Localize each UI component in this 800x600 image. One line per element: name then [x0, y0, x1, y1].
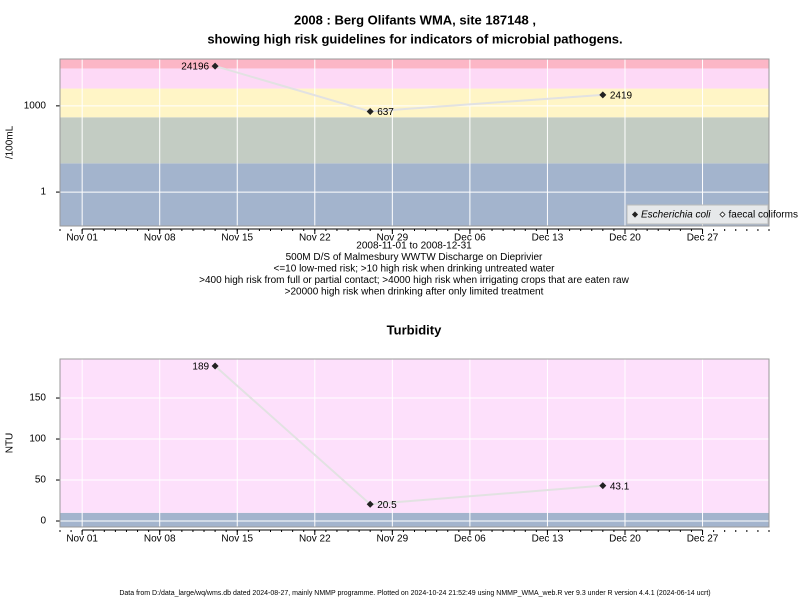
data-point	[366, 500, 374, 508]
data-label: 189	[192, 362, 209, 373]
risk-band	[60, 512, 769, 527]
x-tick-label: Dec 13	[532, 233, 564, 244]
caption-note: 500M D/S of Malmesbury WWTW Discharge on…	[286, 252, 543, 263]
x-tick-label: Dec 20	[609, 233, 641, 244]
data-point	[599, 91, 607, 99]
y-tick-label: 1000	[24, 100, 47, 111]
x-tick-label: Dec 06	[454, 534, 486, 545]
x-tick-label: Dec 27	[687, 534, 719, 545]
y-tick-label: 150	[29, 393, 46, 404]
risk-band	[60, 88, 769, 118]
data-label: 20.5	[377, 500, 397, 511]
x-tick-label: Nov 08	[144, 534, 176, 545]
x-tick-label: Nov 01	[66, 534, 98, 545]
legend-marker	[631, 211, 639, 218]
chart-title: Turbidity	[387, 322, 442, 337]
data-label: 24196	[181, 62, 209, 73]
legend-box	[626, 204, 769, 225]
y-tick-label: 1	[40, 187, 46, 198]
data-point	[211, 62, 219, 70]
plot-frame	[59, 358, 770, 528]
chart-title: showing high risk guidelines for indicat…	[207, 31, 622, 46]
y-tick-label: 100	[29, 434, 46, 445]
x-tick-label: Nov 15	[221, 233, 253, 244]
data-point	[366, 107, 374, 115]
x-tick-label: Nov 08	[144, 233, 176, 244]
data-point	[211, 362, 219, 370]
plot-frame	[59, 58, 770, 227]
data-point	[599, 482, 607, 490]
risk-band	[60, 117, 769, 164]
y-tick-label: 50	[35, 475, 47, 486]
y-axis-title: NTU	[5, 433, 16, 454]
data-label: 43.1	[610, 481, 630, 492]
chart-title: 2008 : Berg Olifants WMA, site 187148 ,	[294, 12, 536, 27]
risk-band	[60, 59, 769, 69]
x-tick-label: Nov 29	[377, 233, 409, 244]
x-tick-label: Nov 22	[299, 233, 331, 244]
data-label: 637	[377, 107, 394, 118]
legend-marker	[719, 211, 726, 218]
x-tick-label: Nov 29	[377, 534, 409, 545]
x-tick-label: Dec 27	[687, 233, 719, 244]
caption-note: >400 high risk from full or partial cont…	[199, 275, 629, 286]
footer: Data from D:/data_large/wq/wms.db dated …	[119, 590, 710, 597]
y-tick-label: 0	[40, 516, 46, 527]
risk-band	[60, 68, 769, 89]
x-tick-label: Nov 22	[299, 534, 331, 545]
legend-label: Escherichia coli	[641, 210, 711, 221]
x-tick-label: Nov 15	[221, 534, 253, 545]
y-axis-title: /100mL	[5, 125, 16, 159]
data-label: 2419	[610, 90, 633, 101]
caption-note: 2008-11-01 to 2008-12-31	[356, 241, 472, 252]
x-tick-label: Dec 20	[609, 534, 641, 545]
x-tick-label: Dec 06	[454, 233, 486, 244]
x-tick-label: Nov 01	[66, 233, 98, 244]
caption-note: <=10 low-med risk; >10 high risk when dr…	[274, 264, 556, 275]
risk-band	[60, 359, 769, 513]
x-tick-label: Dec 13	[532, 534, 564, 545]
caption-note: >20000 high risk when drinking after onl…	[285, 287, 544, 298]
legend-label: faecal coliforms	[728, 210, 797, 221]
